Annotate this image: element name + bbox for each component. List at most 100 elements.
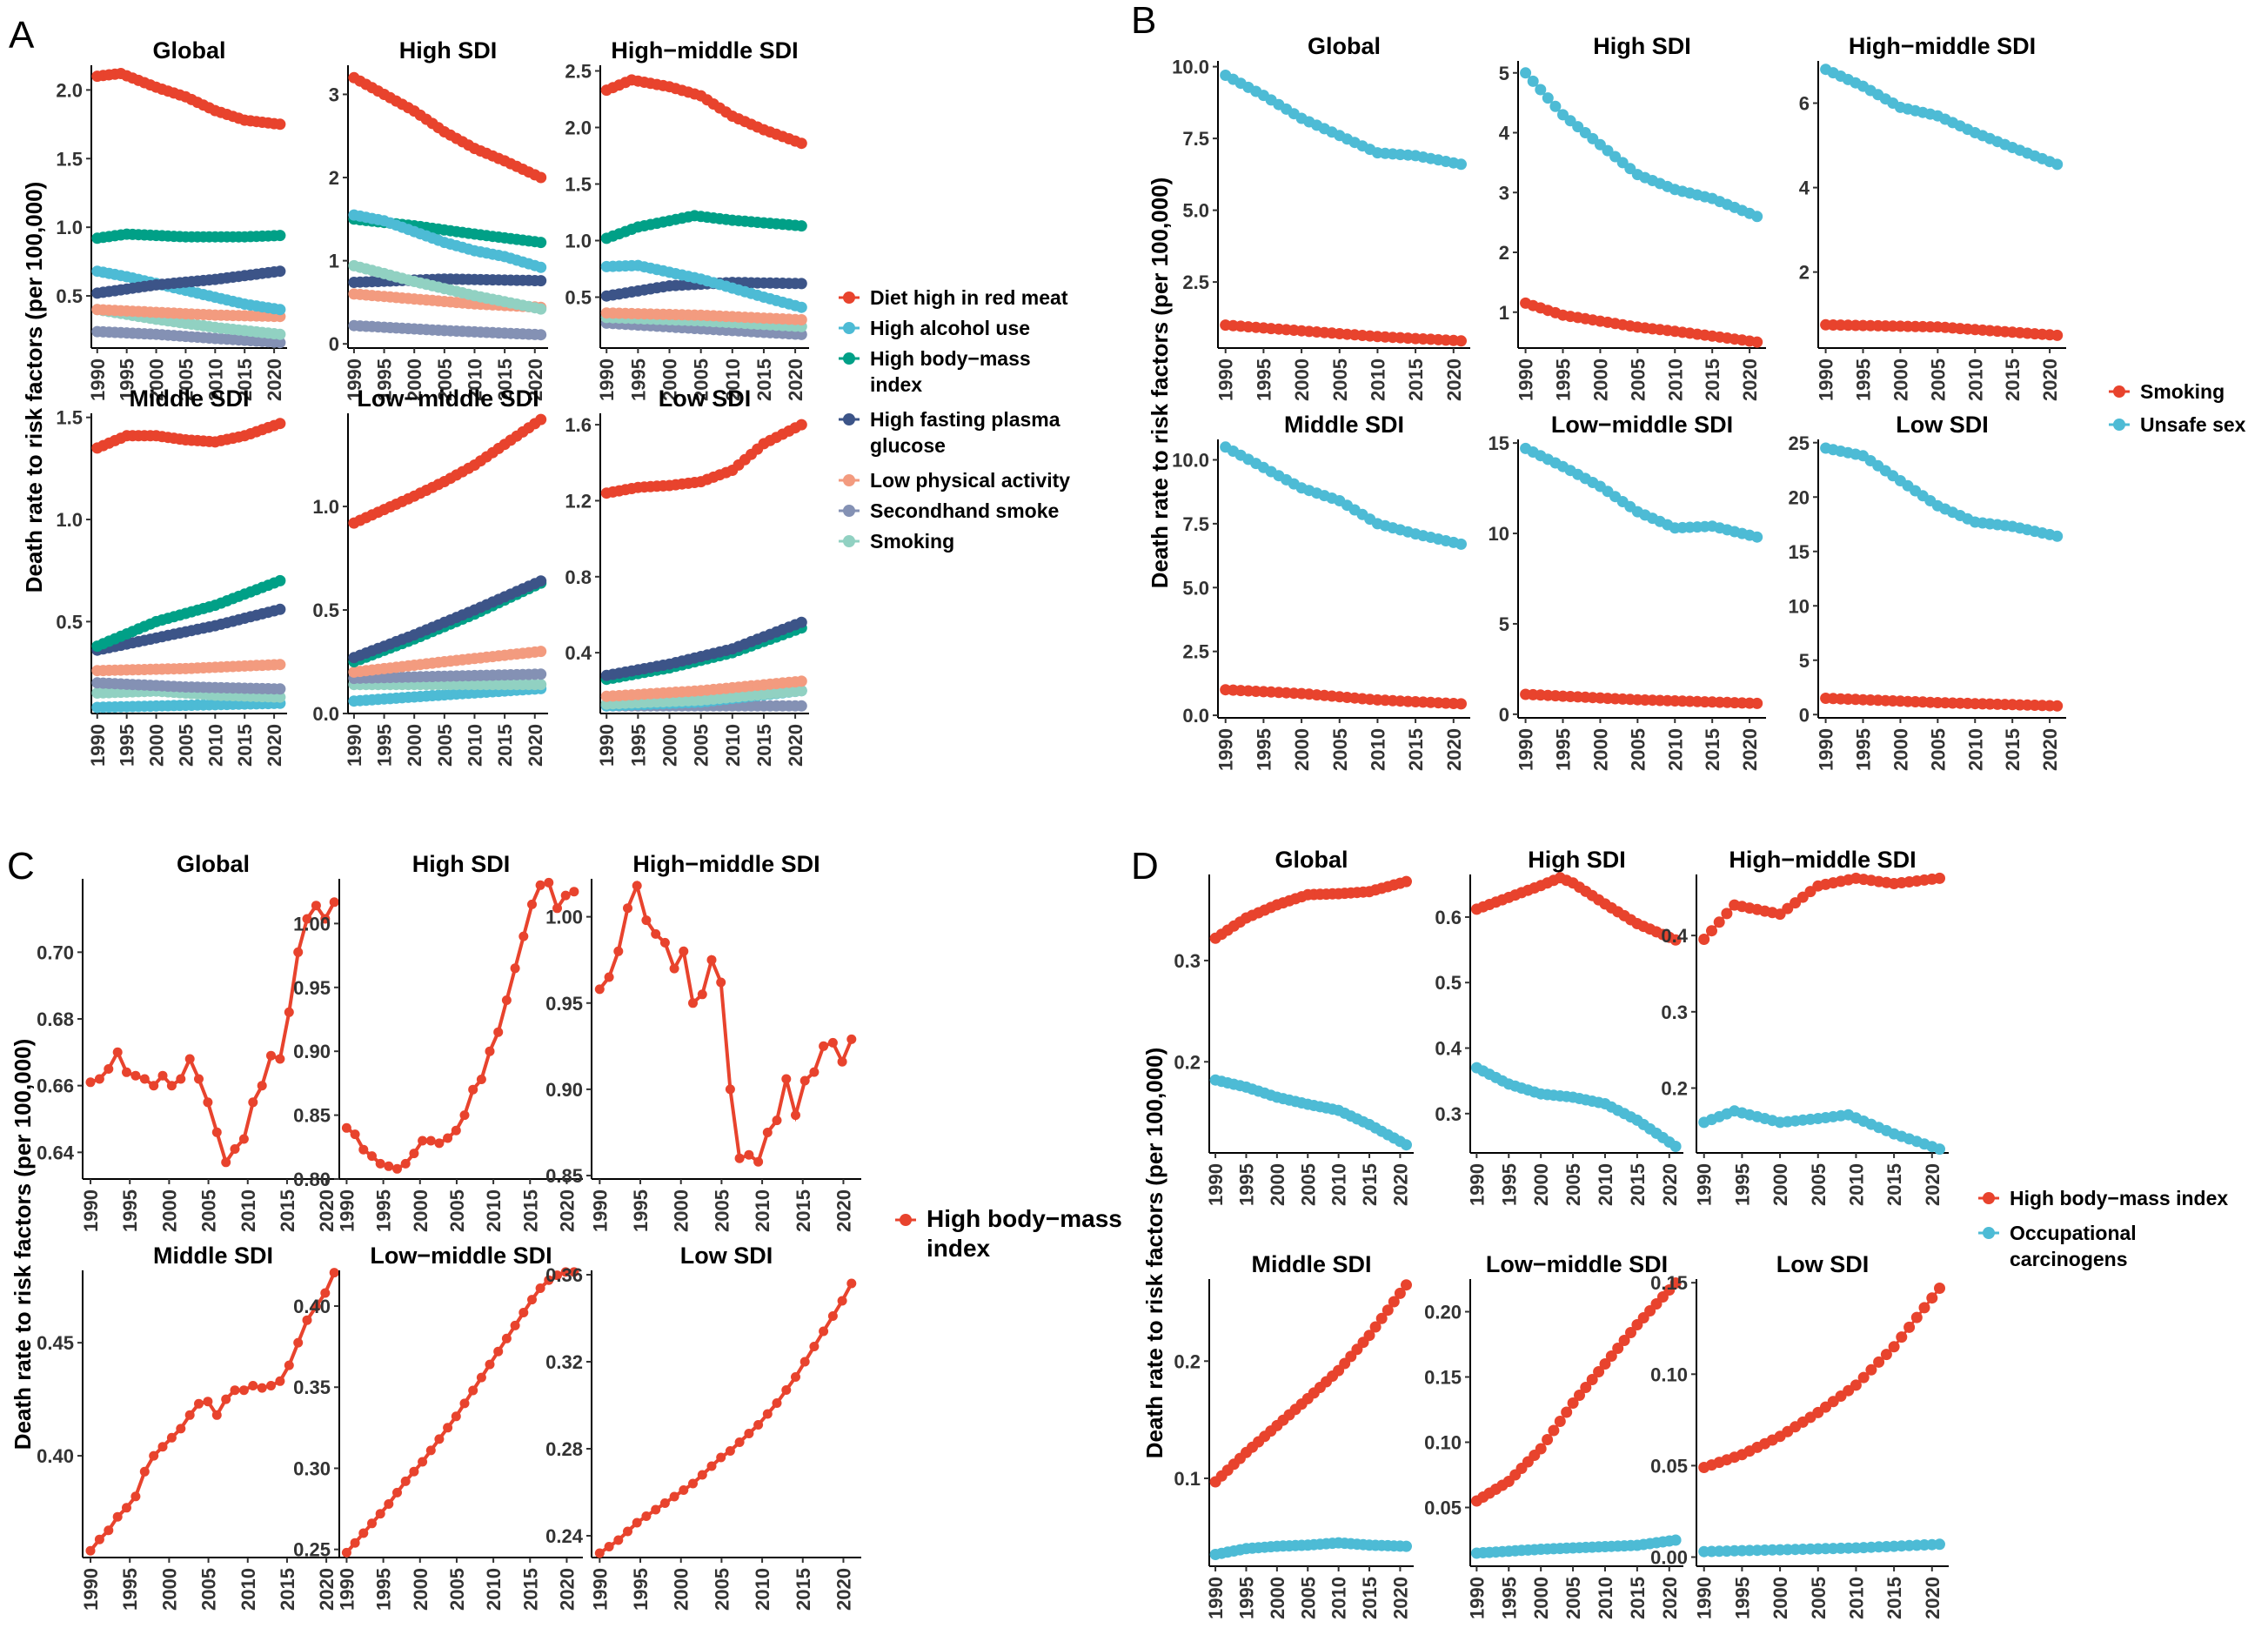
series-bmi bbox=[594, 1278, 857, 1558]
x-tick-label: 1995 bbox=[1498, 1163, 1520, 1206]
data-point bbox=[293, 947, 304, 957]
x-tick-label: 2020 bbox=[2039, 358, 2061, 401]
x-tick-label: 2015 bbox=[1359, 1577, 1381, 1619]
y-tick-label: 0.5 bbox=[56, 285, 83, 307]
series-secondhand bbox=[91, 677, 286, 695]
panel-label-B: B bbox=[1131, 0, 1156, 42]
y-tick-label: 3 bbox=[1499, 182, 1509, 204]
data-point bbox=[400, 1158, 411, 1169]
x-tick-label: 1990 bbox=[1515, 728, 1537, 771]
x-tick-label: 2010 bbox=[238, 1189, 259, 1232]
y-tick-label: 0.28 bbox=[545, 1438, 583, 1460]
data-point bbox=[1934, 872, 1945, 884]
x-tick-label: 2005 bbox=[434, 358, 456, 401]
data-point bbox=[795, 616, 807, 628]
facet-C-1: High SDI 0.80 0.85 0.90 0.95 1.00 1990 1995 2000… bbox=[293, 851, 583, 1232]
y-tick-label: 0.05 bbox=[1424, 1497, 1462, 1519]
data-point bbox=[184, 1410, 195, 1420]
panel-label-C: C bbox=[7, 845, 35, 888]
y-tick-label: 1.0 bbox=[312, 496, 339, 518]
facet-title: Low SDI bbox=[680, 1243, 773, 1269]
series-smoking bbox=[1520, 688, 1763, 709]
x-tick-label: 2015 bbox=[1702, 728, 1723, 771]
x-tick-label: 2005 bbox=[1927, 728, 1949, 771]
x-tick-label: 2010 bbox=[238, 1568, 259, 1611]
x-tick-label: 1995 bbox=[373, 1189, 395, 1232]
data-point bbox=[641, 1511, 652, 1521]
x-tick-label: 2020 bbox=[1739, 358, 1761, 401]
data-point bbox=[392, 1487, 402, 1497]
y-tick-label: 1 bbox=[1499, 302, 1509, 324]
series-smoking_a bbox=[348, 259, 547, 315]
x-tick-label: 2010 bbox=[464, 358, 485, 401]
legend-label: Unsafe sex bbox=[2140, 413, 2246, 436]
data-point bbox=[501, 1333, 512, 1343]
data-point bbox=[434, 1434, 445, 1444]
x-tick-label: 1990 bbox=[80, 1189, 102, 1232]
y-tick-label: 0.45 bbox=[37, 1332, 74, 1354]
x-tick-label: 2010 bbox=[1664, 358, 1686, 401]
data-point bbox=[104, 1064, 114, 1074]
legend-key-point bbox=[843, 505, 855, 517]
data-point bbox=[744, 1429, 754, 1438]
series-physical bbox=[600, 675, 807, 702]
facet-A-2: High−middle SDI 0.5 1.0 1.5 2.0 2.5 1990 1995 20… bbox=[565, 37, 809, 401]
y-tick-label: 0.5 bbox=[1435, 972, 1462, 994]
facet-D-2: High−middle SDI 0.2 0.3 0.4 1990 1995 2000 2005… bbox=[1661, 847, 1949, 1206]
data-point bbox=[552, 903, 562, 914]
data-point bbox=[94, 1074, 104, 1084]
facet-B-5: Low SDI 0 5 10 15 20 25 1990 1995 2000 2005 2010 201… bbox=[1789, 412, 2066, 771]
facet-title: High−middle SDI bbox=[1849, 33, 2036, 59]
data-point bbox=[1934, 1538, 1945, 1551]
legend-key-point bbox=[900, 1214, 912, 1226]
data-point bbox=[819, 1326, 829, 1337]
x-tick-label: 2015 bbox=[519, 1189, 541, 1232]
series-smoking bbox=[1220, 319, 1467, 347]
data-point bbox=[203, 1397, 213, 1407]
y-tick-label: 0.30 bbox=[293, 1457, 331, 1479]
data-point bbox=[1580, 1382, 1592, 1393]
series-occupational bbox=[1698, 1105, 1945, 1156]
y-tick-label: 0.35 bbox=[293, 1377, 331, 1398]
x-tick-label: 2005 bbox=[1808, 1163, 1830, 1206]
data-point bbox=[1586, 1374, 1598, 1385]
series-occupational bbox=[1209, 1537, 1412, 1560]
facet-C-2: High−middle SDI 0.85 0.90 0.95 1.00 1990 1995 2… bbox=[545, 851, 861, 1232]
series-fpg bbox=[600, 616, 807, 681]
data-point bbox=[669, 963, 679, 974]
data-point bbox=[1455, 158, 1467, 171]
x-tick-label: 2020 bbox=[264, 358, 285, 401]
data-point bbox=[1865, 1363, 1877, 1376]
x-tick-label: 2005 bbox=[1329, 728, 1351, 771]
data-point bbox=[795, 137, 807, 150]
data-point bbox=[367, 1151, 377, 1162]
data-point bbox=[451, 1125, 461, 1136]
y-tick-label: 0.15 bbox=[1650, 1272, 1688, 1294]
x-tick-label: 2010 bbox=[752, 1189, 773, 1232]
data-point bbox=[697, 989, 707, 1000]
y-tick-label: 0.10 bbox=[1424, 1432, 1462, 1454]
data-point bbox=[184, 1054, 195, 1064]
x-tick-label: 1995 bbox=[373, 1568, 395, 1611]
x-tick-label: 2015 bbox=[2002, 728, 2024, 771]
y-tick-label: 0.0 bbox=[1182, 705, 1209, 727]
data-point bbox=[274, 118, 286, 131]
y-tick-label: 0.24 bbox=[545, 1525, 584, 1547]
x-tick-label: 1990 bbox=[336, 1568, 358, 1611]
y-tick-label: 10.0 bbox=[1172, 449, 1209, 471]
x-tick-label: 1990 bbox=[1466, 1163, 1488, 1206]
data-point bbox=[203, 1097, 213, 1108]
x-tick-label: 2000 bbox=[146, 358, 168, 401]
x-tick-label: 2020 bbox=[525, 358, 546, 401]
legend-label: Low physical activity bbox=[870, 469, 1070, 492]
data-point bbox=[139, 1466, 150, 1477]
y-tick-label: 0 bbox=[1499, 704, 1509, 726]
x-tick-label: 1995 bbox=[1235, 1577, 1257, 1619]
data-point bbox=[659, 937, 670, 948]
data-point bbox=[2051, 700, 2064, 712]
data-point bbox=[762, 1128, 773, 1137]
facet-title: High SDI bbox=[399, 37, 498, 64]
x-tick-label: 2010 bbox=[464, 724, 485, 767]
facet-title: Low−middle SDI bbox=[1551, 412, 1733, 438]
x-tick-label: 2020 bbox=[316, 1189, 338, 1232]
